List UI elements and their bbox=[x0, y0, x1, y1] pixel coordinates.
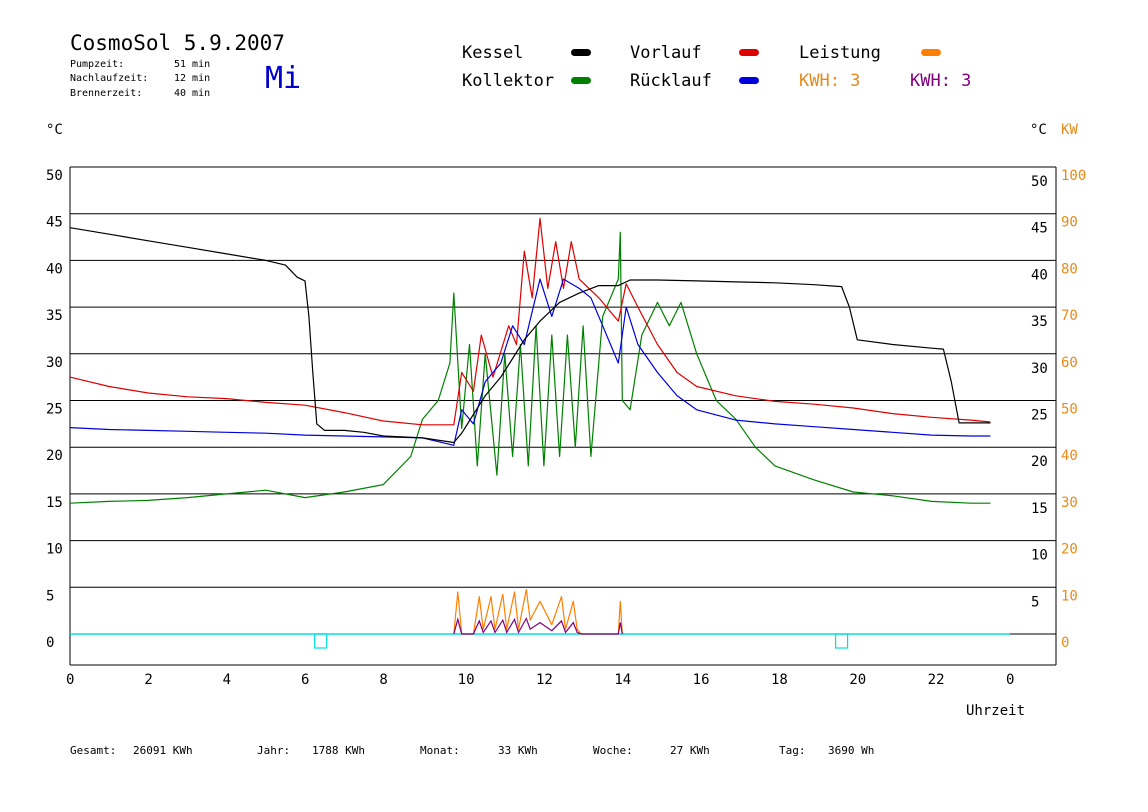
weekday-label: Mi bbox=[265, 61, 301, 96]
x-tick-label: 20 bbox=[849, 672, 866, 688]
x-tick-label: 22 bbox=[928, 672, 945, 688]
left-tick-label: 10 bbox=[46, 542, 63, 558]
footer-monat-value: 33 KWh bbox=[498, 744, 538, 757]
left-axis-unit: °C bbox=[46, 122, 63, 138]
x-tick-label: 8 bbox=[379, 672, 387, 688]
stat-brennerzeit-value: 40 min bbox=[174, 88, 210, 99]
left-tick-label: 5 bbox=[46, 588, 54, 604]
legend-vorlauf-swatch bbox=[739, 49, 759, 56]
legend-kwh-orange: KWH: 3 bbox=[799, 71, 860, 91]
pump-marker bbox=[314, 633, 328, 649]
footer-gesamt-label: Gesamt: bbox=[70, 744, 116, 757]
pump-marker bbox=[834, 633, 849, 649]
right-c-tick-label: 45 bbox=[1031, 221, 1048, 237]
right-kw-tick-label: 0 bbox=[1061, 635, 1069, 651]
series-line-leistung bbox=[453, 589, 623, 635]
x-tick-label: 4 bbox=[223, 672, 231, 688]
chart-title: CosmoSol 5.9.2007 bbox=[70, 31, 285, 55]
stat-brennerzeit-label: Brennerzeit: bbox=[70, 88, 142, 99]
left-tick-label: 50 bbox=[46, 168, 63, 184]
pump-markers bbox=[314, 633, 849, 649]
x-tick-label: 12 bbox=[536, 672, 553, 688]
x-tick-label: 16 bbox=[693, 672, 710, 688]
right-kw-tick-label: 70 bbox=[1061, 308, 1078, 324]
x-tick-label: 14 bbox=[614, 672, 631, 688]
footer-woche-label: Woche: bbox=[593, 744, 633, 757]
legend-leistung-label: Leistung bbox=[799, 43, 881, 63]
legend-kessel-swatch bbox=[571, 49, 591, 56]
series-lines bbox=[69, 217, 991, 635]
x-axis-label: Uhrzeit bbox=[966, 703, 1025, 719]
x-tick-label: 2 bbox=[144, 672, 152, 688]
right-c-tick-label: 5 bbox=[1031, 594, 1039, 610]
legend-kessel-label: Kessel bbox=[462, 43, 523, 63]
series-line-ruecklauf bbox=[69, 278, 991, 446]
right-c-tick-label: 50 bbox=[1031, 174, 1048, 190]
right-axis-unit-c: °C bbox=[1030, 122, 1047, 138]
stat-pumpzeit-label: Pumpzeit: bbox=[70, 59, 124, 70]
legend-kwh-purple: KWH: 3 bbox=[910, 71, 971, 91]
left-tick-label: 25 bbox=[46, 402, 63, 418]
legend-kollektor-label: Kollektor bbox=[462, 71, 554, 91]
grid-lines bbox=[69, 166, 1057, 666]
right-kw-tick-label: 60 bbox=[1061, 355, 1078, 371]
footer-jahr-value: 1788 KWh bbox=[312, 744, 365, 757]
right-c-tick-label: 15 bbox=[1031, 501, 1048, 517]
legend-vorlauf-label: Vorlauf bbox=[630, 43, 702, 63]
footer-tag-label: Tag: bbox=[779, 744, 806, 757]
x-tick-label: 0 bbox=[1006, 672, 1014, 688]
left-tick-label: 15 bbox=[46, 495, 63, 511]
stat-nachlaufzeit-value: 12 min bbox=[174, 73, 210, 84]
left-tick-label: 30 bbox=[46, 355, 63, 371]
legend-kollektor-swatch bbox=[571, 77, 591, 84]
right-kw-tick-label: 100 bbox=[1061, 168, 1086, 184]
axis-tick-labels: 0510152025303540455051015202530354045500… bbox=[46, 168, 1086, 688]
left-tick-label: 35 bbox=[46, 308, 63, 324]
series-line-vorlauf bbox=[69, 217, 991, 426]
legend: Kessel Vorlauf Leistung Kollektor Rückla… bbox=[462, 43, 971, 91]
right-c-tick-label: 30 bbox=[1031, 361, 1048, 377]
right-kw-tick-label: 50 bbox=[1061, 402, 1078, 418]
footer-tag-value: 3690 Wh bbox=[828, 744, 874, 757]
left-tick-label: 20 bbox=[46, 448, 63, 464]
right-kw-tick-label: 20 bbox=[1061, 542, 1078, 558]
x-tick-label: 6 bbox=[301, 672, 309, 688]
right-c-tick-label: 10 bbox=[1031, 548, 1048, 564]
footer-jahr-label: Jahr: bbox=[257, 744, 290, 757]
series-line-kollektor bbox=[69, 231, 991, 504]
legend-ruecklauf-swatch bbox=[739, 77, 759, 84]
x-tick-label: 18 bbox=[771, 672, 788, 688]
right-c-tick-label: 35 bbox=[1031, 314, 1048, 330]
left-tick-label: 45 bbox=[46, 215, 63, 231]
right-c-tick-label: 25 bbox=[1031, 408, 1048, 424]
left-tick-label: 40 bbox=[46, 261, 63, 277]
x-tick-label: 0 bbox=[66, 672, 74, 688]
series-line-leistung-purple bbox=[453, 616, 623, 635]
legend-leistung-swatch bbox=[921, 49, 941, 56]
x-tick-label: 10 bbox=[458, 672, 475, 688]
footer-woche-value: 27 KWh bbox=[670, 744, 710, 757]
right-kw-tick-label: 10 bbox=[1061, 588, 1078, 604]
footer-gesamt-value: 26091 KWh bbox=[133, 744, 193, 757]
stats-block: Pumpzeit: 51 min Nachlaufzeit: 12 min Br… bbox=[70, 59, 210, 99]
footer-monat-label: Monat: bbox=[420, 744, 460, 757]
right-kw-tick-label: 80 bbox=[1061, 261, 1078, 277]
right-c-tick-label: 40 bbox=[1031, 267, 1048, 283]
stat-nachlaufzeit-label: Nachlaufzeit: bbox=[70, 73, 148, 84]
right-kw-tick-label: 40 bbox=[1061, 448, 1078, 464]
left-tick-label: 0 bbox=[46, 635, 54, 651]
stat-pumpzeit-value: 51 min bbox=[174, 59, 210, 70]
right-kw-tick-label: 90 bbox=[1061, 215, 1078, 231]
legend-ruecklauf-label: Rücklauf bbox=[630, 71, 712, 91]
series-line-kessel bbox=[69, 227, 991, 444]
right-c-tick-label: 20 bbox=[1031, 454, 1048, 470]
right-kw-tick-label: 30 bbox=[1061, 495, 1078, 511]
footer-totals: Gesamt: 26091 KWh Jahr: 1788 KWh Monat: … bbox=[70, 744, 874, 757]
right-axis-unit-kw: KW bbox=[1061, 122, 1078, 138]
